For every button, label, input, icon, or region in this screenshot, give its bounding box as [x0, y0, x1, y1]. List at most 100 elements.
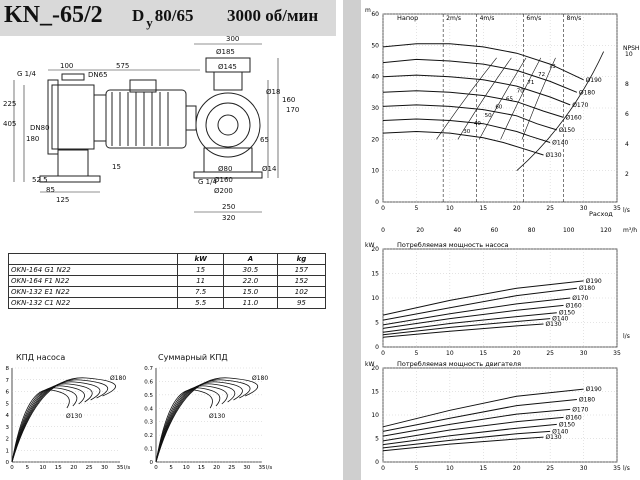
velocity-label: 6m/s	[526, 15, 541, 22]
eff-total-ytick: 0.6	[144, 379, 153, 385]
table-cell: 102	[276, 286, 327, 298]
pump-power-xtick: 10	[446, 350, 454, 357]
pump-power-xtick: 30	[580, 350, 588, 357]
pump-power-series-line	[382, 297, 571, 326]
head-xtick: 15	[479, 205, 487, 212]
eff-pump-ytick: 5	[6, 401, 10, 407]
motor-power-xtick: 0	[381, 465, 385, 472]
iso-efficiency-curve	[457, 57, 512, 140]
eff-pump-curve	[11, 385, 85, 463]
dim-65: 65	[260, 136, 269, 144]
motor-power-series-label: Ø160	[566, 414, 582, 421]
pump-power-series-line	[382, 318, 551, 336]
motor-power-series-line	[382, 423, 557, 446]
speed-label: 3000 об/мин	[227, 6, 319, 25]
head-xtick-m3h: 0	[381, 227, 385, 234]
head-series-line	[382, 58, 578, 93]
eff-total-xtick: 0	[154, 465, 158, 471]
pump-power-series-label: Ø140	[552, 316, 568, 323]
eff-pump-ytick: 8	[6, 366, 10, 372]
eff-total-ytick: 0.2	[144, 433, 153, 439]
table-cell: OKN-132 C1 N22	[7, 297, 179, 309]
head-series-label: Ø180	[579, 89, 595, 96]
motor-power-xtick: 10	[446, 465, 454, 472]
eff-total-curve	[155, 379, 251, 463]
dim-250: 250	[222, 203, 236, 211]
eff-total-curve	[155, 381, 243, 463]
head-ytick: 40	[371, 74, 379, 81]
head-xtick-m3h: 40	[453, 227, 461, 234]
head-xtick: 0	[381, 205, 385, 212]
pump-power-ytick: 10	[371, 295, 379, 302]
dim-d200: Ø200	[214, 187, 233, 195]
head-xtick-m3h: 100	[563, 227, 575, 234]
head-series-label: Ø190	[586, 77, 602, 84]
eff-total-xtick: 30	[243, 465, 250, 471]
dim-d160: Ø160	[214, 176, 233, 184]
eff-pump-ytick: 4	[6, 413, 10, 419]
pump-power-xtick: 35	[613, 350, 621, 357]
eff-total-xtick: 20	[213, 465, 220, 471]
eff-total-ytick: 0.3	[144, 420, 153, 426]
pump-power-xtick: 15	[479, 350, 487, 357]
eff-pump-xtick: 30	[101, 465, 108, 471]
eff-total-curve	[155, 377, 259, 463]
motor-table: kW A kg OKN-164 G1 N22 15 30.5 157 OKN-1…	[7, 253, 327, 309]
dim-405: 405	[3, 120, 17, 128]
efficiency-label: 50	[485, 113, 492, 119]
head-series-label: Ø130	[545, 152, 561, 159]
dim-575: 575	[116, 62, 130, 70]
pump-power-ytick: 15	[371, 271, 379, 278]
eff-pump-xtick: 20	[70, 465, 77, 471]
eff-total-label-min: Ø130	[209, 413, 225, 420]
motor-power-xtick: 15	[479, 465, 487, 472]
head-xtick-m3h: 20	[416, 227, 424, 234]
motor-power-series-label: Ø190	[586, 386, 602, 393]
pump-power-series-label: Ø170	[572, 295, 588, 302]
motor-power-series-label: Ø140	[552, 428, 568, 435]
iso-efficiency-curve	[521, 57, 556, 140]
eff-total-xunit: l/s	[266, 465, 272, 471]
pump-power-series-label: Ø190	[586, 278, 602, 285]
dim-225: 225	[3, 100, 17, 108]
efficiency-label: 72	[538, 72, 545, 78]
head-ytick: 0	[375, 199, 379, 206]
head-xunit-bottom: m³/h	[623, 227, 637, 234]
dim-g14-left: G 1/4	[17, 70, 36, 78]
iso-efficiency-curve	[436, 57, 497, 140]
table-cell: 5.5	[177, 297, 224, 309]
eff-pump-label-min: Ø130	[66, 413, 82, 420]
pump-power-ytick: 0	[375, 344, 379, 351]
pump-power-xtick: 25	[546, 350, 554, 357]
motor-power-series-line	[382, 430, 551, 449]
motor-power-ylabel: kW	[365, 361, 374, 368]
eff-pump-ytick: 0	[6, 460, 10, 466]
dim-d185: Ø185	[216, 48, 235, 56]
eff-total-title: Суммарный КПД	[158, 353, 228, 362]
eff-total-ytick: 0.1	[144, 447, 153, 453]
eff-total-xtick: 15	[198, 465, 205, 471]
motor-power-series-label: Ø180	[579, 396, 595, 403]
motor-power-xtick: 20	[513, 465, 521, 472]
pump-power-xtick: 20	[513, 350, 521, 357]
motor-power-xtick: 35	[613, 465, 621, 472]
velocity-label: 8m/s	[567, 15, 582, 22]
head-xtick: 30	[580, 205, 588, 212]
npsh-tick: 4	[625, 141, 629, 148]
motor-power-series-line	[382, 399, 577, 432]
dim-52-5: 52.5	[32, 176, 48, 184]
dim-d80: Ø80	[218, 165, 233, 173]
eff-pump-ytick: 6	[6, 390, 10, 396]
eff-pump-ytick: 3	[6, 425, 10, 431]
pump-power-series-line	[382, 280, 584, 316]
motor-power-title: Потребляемая мощность двигателя	[397, 360, 521, 368]
dim-d18: Ø18	[266, 88, 281, 96]
motor-power-series-label: Ø170	[572, 406, 588, 413]
motor-power-xtick: 5	[415, 465, 419, 472]
motor-power-series-line	[382, 388, 584, 428]
dim-320: 320	[222, 214, 236, 222]
dim-g14-right: G 1/4	[198, 178, 217, 186]
motor-power-xtick: 25	[546, 465, 554, 472]
head-xtick-m3h: 60	[491, 227, 499, 234]
